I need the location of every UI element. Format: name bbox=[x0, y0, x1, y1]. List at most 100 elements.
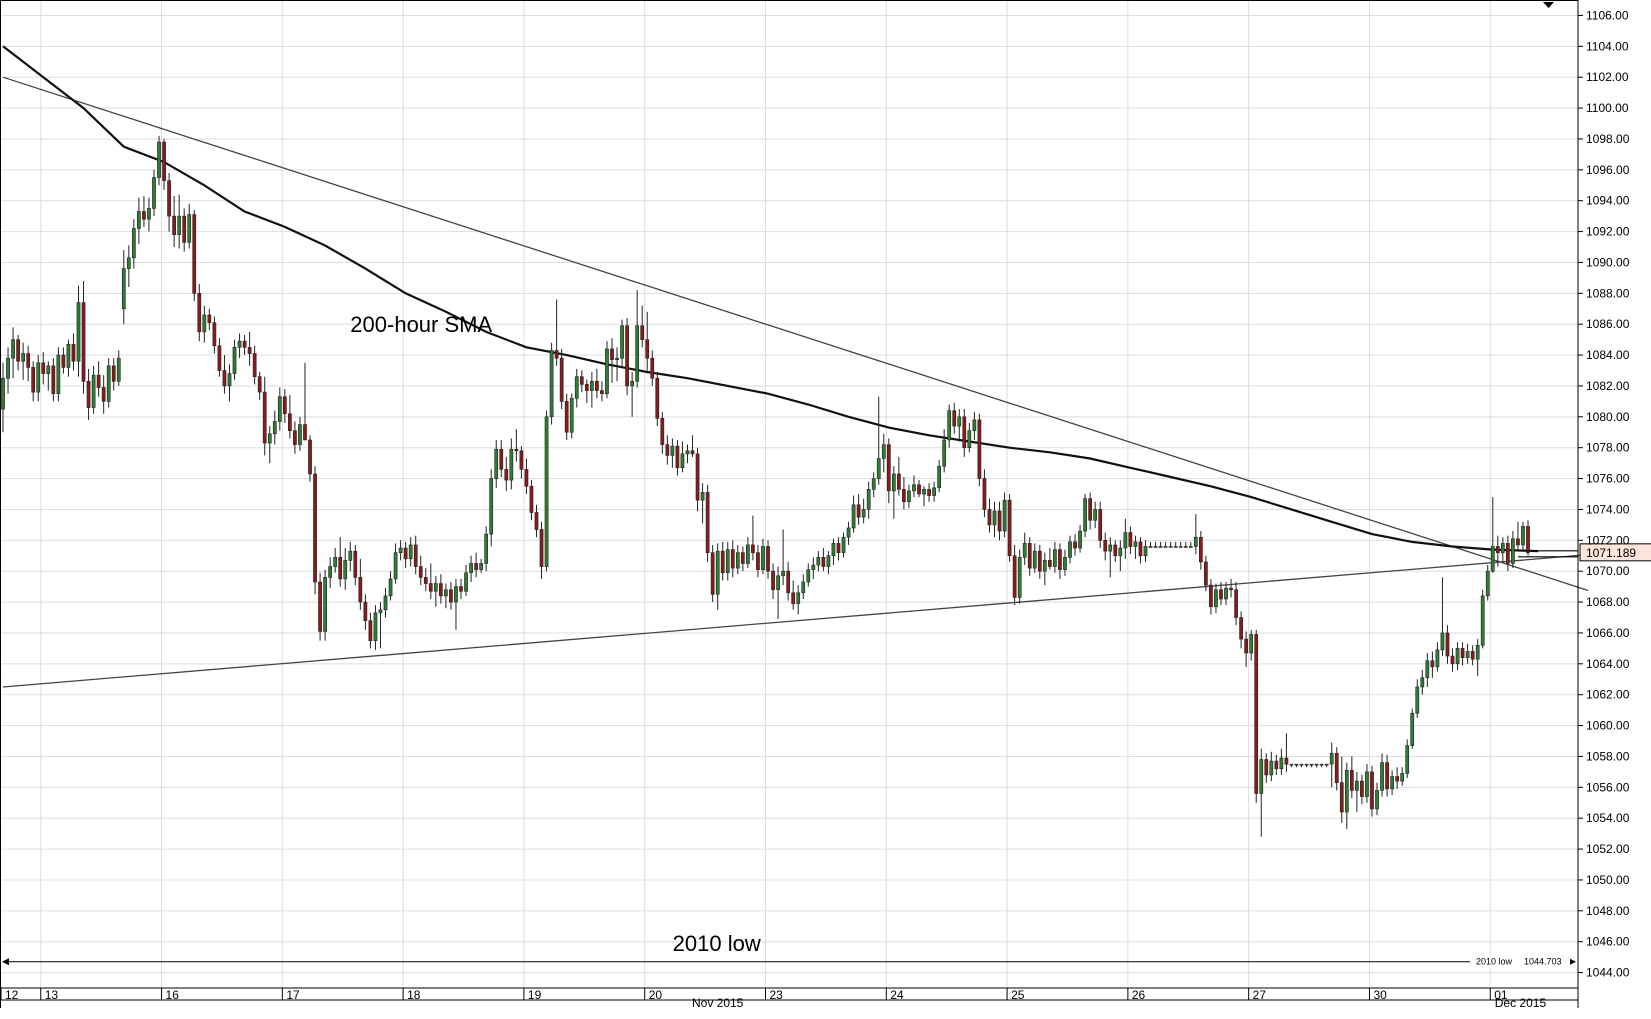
candle-body bbox=[1198, 536, 1203, 563]
candle-body bbox=[605, 348, 609, 394]
candle-body bbox=[499, 448, 504, 470]
candle-body bbox=[816, 556, 821, 566]
y-tick-label: 1090.00 bbox=[1586, 255, 1630, 269]
candle bbox=[1093, 501, 1098, 528]
candle-body bbox=[1309, 763, 1314, 766]
candle-body bbox=[1294, 763, 1299, 766]
candle-body bbox=[1319, 763, 1324, 766]
candle bbox=[1153, 541, 1158, 548]
candle bbox=[1178, 541, 1183, 548]
candle-body bbox=[202, 314, 207, 333]
candle bbox=[620, 319, 624, 366]
candle bbox=[1188, 541, 1193, 548]
candle bbox=[217, 338, 222, 377]
x-tick-label: 17 bbox=[286, 988, 300, 1002]
y-tick-label: 1088.00 bbox=[1586, 286, 1630, 300]
x-tick-label: 20 bbox=[649, 988, 663, 1002]
candle bbox=[1103, 532, 1108, 561]
x-tick-label: 19 bbox=[528, 988, 542, 1002]
candle bbox=[1032, 543, 1037, 573]
candle bbox=[1324, 763, 1329, 768]
candle-body bbox=[1420, 677, 1425, 688]
candle-body bbox=[358, 577, 363, 603]
candle bbox=[1365, 764, 1369, 803]
candle-body bbox=[871, 478, 876, 490]
candle-body bbox=[881, 444, 886, 459]
candle-body bbox=[786, 570, 791, 594]
candle-body bbox=[1138, 541, 1143, 557]
candle-body bbox=[257, 376, 262, 393]
candle-body bbox=[836, 543, 841, 553]
candle bbox=[529, 480, 534, 521]
candle bbox=[1385, 754, 1389, 797]
candle-body bbox=[147, 208, 151, 220]
candle-body bbox=[660, 418, 665, 445]
candle-body bbox=[690, 450, 695, 455]
y-tick-label: 1068.00 bbox=[1586, 595, 1630, 609]
candle bbox=[761, 538, 765, 575]
candle bbox=[1349, 756, 1354, 799]
arrow-left-icon bbox=[2, 958, 9, 966]
y-tick-label: 1104.00 bbox=[1586, 39, 1629, 53]
candle bbox=[1244, 631, 1249, 667]
candle bbox=[1128, 526, 1133, 555]
candle bbox=[1430, 651, 1435, 678]
candle bbox=[665, 435, 670, 465]
candle-body bbox=[449, 589, 453, 603]
candle bbox=[1344, 762, 1349, 829]
candle bbox=[912, 475, 916, 498]
candle bbox=[881, 433, 886, 473]
candle-body bbox=[1239, 617, 1243, 640]
candle bbox=[1500, 537, 1505, 562]
candle bbox=[1108, 537, 1113, 578]
candle bbox=[886, 438, 891, 504]
x-tick-label: 18 bbox=[407, 988, 421, 1002]
candle-body bbox=[288, 413, 292, 432]
candle-body bbox=[41, 362, 46, 374]
candle bbox=[1173, 541, 1178, 548]
candle bbox=[202, 305, 207, 343]
candle bbox=[212, 316, 217, 354]
candle-body bbox=[610, 348, 614, 360]
support-level-tag-value: 1044.703 bbox=[1524, 957, 1562, 967]
candle-body bbox=[1103, 540, 1108, 552]
candle bbox=[308, 435, 312, 482]
candle-body bbox=[1012, 555, 1017, 598]
candle-body bbox=[1053, 549, 1057, 567]
candle-body bbox=[1048, 560, 1052, 567]
y-tick-label: 1066.00 bbox=[1586, 626, 1630, 640]
candle bbox=[242, 334, 247, 356]
candle-body bbox=[1073, 541, 1077, 549]
candle bbox=[856, 494, 861, 525]
candle-body bbox=[746, 544, 750, 564]
candle-body bbox=[464, 572, 468, 592]
candle-body bbox=[1360, 780, 1364, 797]
candle bbox=[645, 311, 650, 371]
candle bbox=[398, 540, 403, 561]
candle bbox=[252, 345, 257, 385]
candle bbox=[1234, 581, 1238, 626]
candle bbox=[781, 529, 785, 586]
candle bbox=[66, 339, 71, 377]
candle-body bbox=[529, 485, 534, 513]
candle bbox=[554, 299, 559, 366]
support-level-tag-bg bbox=[1470, 954, 1570, 968]
candle-body bbox=[1269, 760, 1274, 776]
candle bbox=[459, 578, 463, 599]
candle-body bbox=[595, 381, 599, 391]
candle-body bbox=[1017, 556, 1022, 598]
candle bbox=[584, 379, 589, 403]
candle bbox=[1198, 531, 1203, 570]
candle bbox=[675, 439, 680, 476]
candle-body bbox=[1500, 543, 1505, 553]
candle bbox=[303, 362, 307, 441]
candle bbox=[1053, 541, 1057, 573]
candle bbox=[423, 568, 428, 592]
candle-body bbox=[1314, 763, 1319, 766]
candle-body bbox=[1460, 648, 1465, 658]
candle-body bbox=[1415, 686, 1420, 714]
x-tick-label: 16 bbox=[166, 988, 180, 1002]
candle bbox=[182, 208, 187, 252]
y-tick-label: 1046.00 bbox=[1586, 935, 1630, 949]
candle-body bbox=[1390, 776, 1394, 790]
